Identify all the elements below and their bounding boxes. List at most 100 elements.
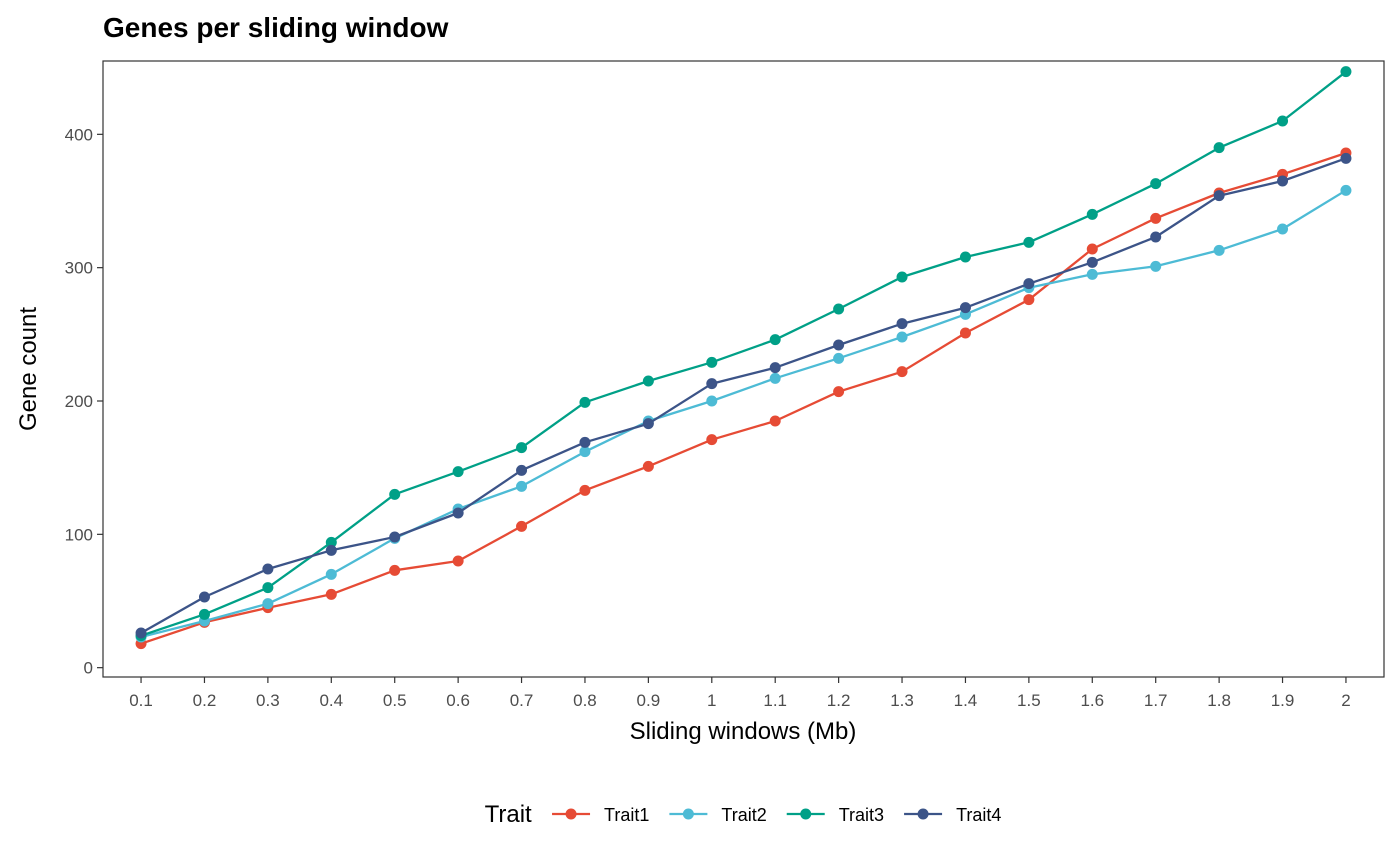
- chart-title: Genes per sliding window: [103, 12, 449, 43]
- data-point-trait1: [389, 564, 401, 576]
- legend-label-trait1: Trait1: [604, 805, 649, 825]
- data-point-trait2: [516, 480, 528, 492]
- data-point-trait3: [1277, 115, 1289, 127]
- x-tick-label: 0.9: [637, 691, 661, 710]
- data-point-trait1: [706, 434, 718, 446]
- data-point-trait1: [1086, 243, 1098, 255]
- data-point-trait1: [516, 520, 528, 532]
- data-point-trait3: [642, 375, 654, 387]
- legend-key-point: [800, 808, 812, 820]
- x-tick-label: 0.2: [193, 691, 217, 710]
- series-trait1: [135, 147, 1352, 650]
- legend-title: Trait: [485, 801, 532, 828]
- legend-item-trait1: Trait1: [552, 805, 649, 825]
- x-tick-label: 0.3: [256, 691, 280, 710]
- y-tick-label: 0: [84, 659, 93, 678]
- data-point-trait2: [769, 372, 781, 384]
- y-axis: 0 100 200 300 400: [65, 125, 103, 678]
- data-point-trait2: [896, 331, 908, 343]
- data-point-trait2: [1340, 184, 1352, 196]
- plot-panel-border: [102, 60, 1385, 678]
- data-point-trait3: [1340, 66, 1352, 78]
- data-point-trait2: [1213, 244, 1225, 256]
- data-point-trait3: [452, 466, 464, 478]
- data-point-trait1: [833, 386, 845, 398]
- data-point-trait4: [389, 531, 401, 543]
- data-point-trait4: [1150, 231, 1162, 243]
- data-point-trait4: [642, 418, 654, 430]
- data-point-trait4: [579, 436, 591, 448]
- legend-key-point: [565, 808, 577, 820]
- data-point-trait4: [452, 507, 464, 519]
- data-point-trait4: [1213, 190, 1225, 202]
- data-point-trait1: [452, 555, 464, 567]
- legend-item-trait4: Trait4: [904, 805, 1001, 825]
- data-point-trait3: [896, 271, 908, 283]
- data-point-trait4: [896, 318, 908, 330]
- data-point-trait3: [516, 442, 528, 454]
- data-point-trait2: [833, 352, 845, 364]
- data-point-trait3: [389, 488, 401, 500]
- series-line-trait4: [140, 157, 1347, 635]
- data-point-trait1: [769, 415, 781, 427]
- x-tick-label: 1.1: [763, 691, 787, 710]
- data-point-trait4: [1023, 278, 1035, 290]
- data-point-trait4: [1086, 256, 1098, 268]
- data-point-trait2: [1277, 223, 1289, 235]
- x-axis-title: Sliding windows (Mb): [630, 718, 857, 745]
- data-point-trait2: [325, 568, 337, 580]
- data-point-trait3: [198, 608, 210, 620]
- data-point-trait3: [769, 334, 781, 346]
- data-point-trait4: [1340, 152, 1352, 164]
- data-point-trait4: [706, 378, 718, 390]
- series-trait4: [135, 152, 1352, 639]
- data-point-trait4: [959, 302, 971, 314]
- legend-label-trait3: Trait3: [839, 805, 884, 825]
- x-tick-label: 0.4: [319, 691, 343, 710]
- data-point-trait4: [198, 591, 210, 603]
- data-point-trait2: [579, 446, 591, 458]
- x-tick-label: 1.4: [954, 691, 978, 710]
- data-point-trait1: [1023, 294, 1035, 306]
- data-point-trait4: [325, 544, 337, 556]
- y-tick-label: 100: [65, 525, 93, 544]
- series-line-trait1: [140, 151, 1347, 645]
- data-point-trait1: [1150, 212, 1162, 224]
- data-point-trait2: [1150, 260, 1162, 272]
- series-trait2: [135, 184, 1352, 643]
- legend-item-trait2: Trait2: [669, 805, 767, 825]
- data-point-trait4: [769, 362, 781, 374]
- data-point-trait4: [262, 563, 274, 575]
- legend-key-point: [682, 808, 694, 820]
- data-point-trait3: [579, 396, 591, 408]
- data-point-trait1: [642, 460, 654, 472]
- y-tick-label: 400: [65, 125, 93, 144]
- data-point-trait2: [1086, 268, 1098, 280]
- data-point-trait3: [706, 356, 718, 368]
- x-tick-label: 1.5: [1017, 691, 1041, 710]
- data-point-trait3: [1150, 178, 1162, 190]
- data-point-trait3: [1086, 208, 1098, 220]
- data-point-trait3: [325, 536, 337, 548]
- series-layer: [135, 66, 1352, 650]
- series-trait3: [135, 66, 1352, 642]
- x-tick-label: 1.9: [1271, 691, 1295, 710]
- data-point-trait4: [833, 339, 845, 351]
- legend-label-trait2: Trait2: [721, 805, 766, 825]
- data-point-trait3: [262, 582, 274, 594]
- data-point-trait3: [1213, 142, 1225, 154]
- legend-label-trait4: Trait4: [956, 805, 1001, 825]
- x-tick-label: 2: [1341, 691, 1350, 710]
- x-tick-label: 1.3: [890, 691, 914, 710]
- data-point-trait4: [516, 464, 528, 476]
- x-tick-label: 1.6: [1080, 691, 1104, 710]
- x-tick-label: 0.8: [573, 691, 597, 710]
- x-tick-label: 1.8: [1207, 691, 1231, 710]
- data-point-trait3: [833, 303, 845, 315]
- y-axis-title: Gene count: [15, 307, 42, 431]
- x-tick-label: 1.2: [827, 691, 851, 710]
- legend-item-trait3: Trait3: [786, 805, 884, 825]
- x-tick-label: 1.7: [1144, 691, 1168, 710]
- data-point-trait4: [135, 627, 147, 639]
